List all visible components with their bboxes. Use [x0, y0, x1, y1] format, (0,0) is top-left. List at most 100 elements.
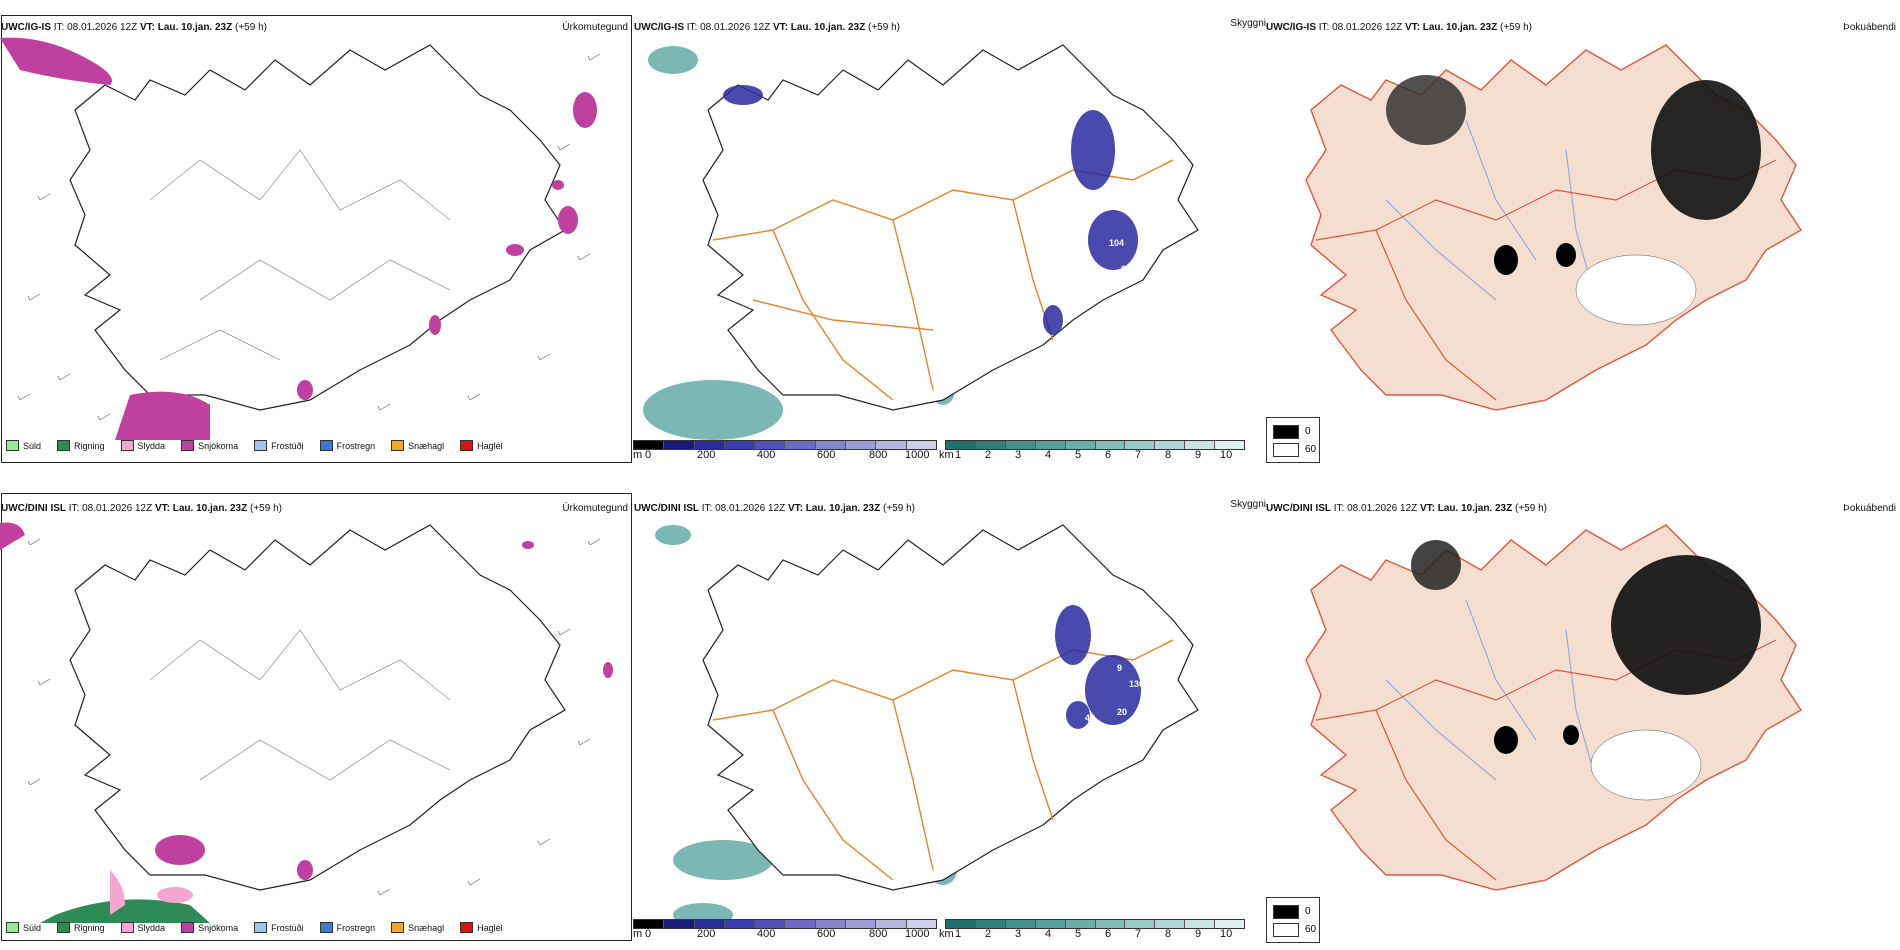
fog-legend: 0 60: [1266, 897, 1320, 943]
lead-time: (+59 h): [1500, 22, 1532, 33]
visibility-unit: km: [939, 928, 954, 940]
legend-label: Frostregn: [336, 922, 376, 933]
low-ceiling-areas: [1055, 605, 1141, 729]
ceiling-tick: 600: [817, 449, 836, 461]
legend-swatch: [254, 922, 268, 933]
panel-title: Skyggni: [1230, 18, 1266, 29]
ceiling-label: 69: [1063, 340, 1073, 350]
precip-areas: [0, 522, 613, 923]
model-name: UWC/DINI ISL: [634, 503, 699, 514]
it-label: IT:: [686, 22, 698, 33]
visibility-tick: 10: [1220, 928, 1233, 940]
wind-barbs: [27, 538, 601, 896]
fog-map: [1305, 524, 1802, 891]
legend-label: Frostúði: [271, 922, 304, 933]
fog-legend-label: 0: [1305, 426, 1311, 437]
precip-legend: Súld Rigning Slydda Snjókoma Frostúði Fr…: [6, 440, 519, 451]
panel-ig-fog-index: UWC/IG-IS IT: 08.01.2026 12Z VT: Lau. 10…: [1266, 0, 1900, 475]
visibility-tick: 7: [1135, 449, 1142, 461]
fog-legend-label: 60: [1305, 444, 1317, 455]
vt-value: Lau. 10.jan. 23Z: [790, 22, 866, 33]
ceiling-tick: 0: [645, 928, 652, 940]
lead-time: (+59 h): [883, 503, 915, 514]
legend-item: Snjókoma: [181, 440, 238, 451]
legend-label: Slydda: [137, 922, 166, 933]
visibility-tick: 1: [955, 449, 962, 461]
roads: [712, 639, 1174, 881]
legend-swatch: [57, 922, 71, 933]
panel-ig-visibility: 951 104 88 135 111 69 13 UWC/IG-IS IT: 0…: [633, 0, 1266, 475]
visibility-tick: 5: [1075, 449, 1082, 461]
legend-swatch: [319, 922, 333, 933]
ceiling-tick: 800: [869, 928, 888, 940]
legend-swatch: [254, 440, 268, 451]
it-label: IT:: [1318, 22, 1330, 33]
fog-map: [1305, 44, 1802, 411]
panel-title: Þokuábendi: [1843, 22, 1896, 33]
visibility-map: 951 104 88 135 111 69 13: [643, 44, 1199, 440]
legend-item: Slydda: [120, 922, 166, 933]
legend-label: Snæhagl: [408, 922, 445, 933]
legend-item: Snjókoma: [181, 922, 238, 933]
visibility-tick: 6: [1105, 928, 1112, 940]
legend-swatch: [391, 922, 405, 933]
panel-ig-precip-type: UWC/IG-IS IT: 08.01.2026 12Z VT: Lau. 10…: [0, 0, 633, 475]
visibility-tick: 8: [1165, 449, 1172, 461]
visibility-map: 20 9 130 49 20 12: [655, 524, 1199, 927]
ceiling-tick: 1000: [905, 449, 930, 461]
ceiling-value-labels: 951 104 88 135 111 69 13: [743, 54, 1131, 397]
visibility-unit: km: [939, 449, 954, 461]
it-label: IT:: [68, 503, 80, 514]
panel-title: Þokuábendi: [1843, 503, 1896, 514]
ceiling-tick: 0: [645, 449, 652, 461]
visibility-tick: 4: [1045, 928, 1052, 940]
lead-time: (+59 h): [235, 22, 267, 33]
vt-label: VT:: [139, 22, 155, 33]
ceiling-tick: 400: [757, 928, 776, 940]
ceiling-value-labels: 20 9 130 49 20 12: [938, 643, 1144, 875]
legend-label: Haglél: [477, 922, 503, 933]
ceiling-colorbar: [633, 440, 937, 450]
legend-item: Frostregn: [319, 922, 376, 933]
ceiling-unit: m: [633, 449, 643, 461]
legend-swatch: [6, 922, 19, 933]
panel-header: UWC/DINI ISL IT: 08.01.2026 12Z VT: Lau.…: [1, 503, 282, 514]
model-name: UWC/DINI ISL: [1, 503, 66, 514]
legend-swatch: [319, 440, 333, 451]
it-label: IT:: [1333, 503, 1345, 514]
ceiling-label: 20: [1117, 707, 1127, 717]
ceiling-tick: 200: [697, 449, 716, 461]
legend-swatch: [460, 440, 474, 451]
fog-legend-label: 0: [1305, 906, 1311, 917]
visibility-tick: 8: [1165, 928, 1172, 940]
visibility-tick: 5: [1075, 928, 1082, 940]
visibility-tick: 2: [985, 928, 992, 940]
legend-label: Haglél: [477, 440, 503, 451]
ceiling-label: 135: [1063, 297, 1078, 307]
visibility-tick: 3: [1015, 928, 1022, 940]
legend-label: Frostúði: [271, 440, 304, 451]
legend-item: Rigning: [57, 440, 105, 451]
ceiling-tick: 600: [817, 928, 836, 940]
legend-label: Rigning: [74, 922, 105, 933]
visibility-tick: 7: [1135, 928, 1142, 940]
panel-header: UWC/IG-IS IT: 08.01.2026 12Z VT: Lau. 10…: [634, 22, 900, 33]
legend-swatch: [120, 440, 134, 451]
visibility-tick: 2: [985, 449, 992, 461]
panel-header: UWC/DINI ISL IT: 08.01.2026 12Z VT: Lau.…: [1266, 503, 1547, 514]
low-ceiling-areas: [723, 85, 1138, 335]
fog-legend-swatch: [1273, 923, 1299, 937]
it-value: 08.01.2026 12Z: [700, 22, 771, 33]
vt-label: VT:: [787, 503, 803, 514]
snow-areas: [0, 37, 597, 440]
legend-swatch: [181, 440, 195, 451]
it-value: 08.01.2026 12Z: [82, 503, 153, 514]
vt-value: Lau. 10.jan. 23Z: [1422, 22, 1498, 33]
it-value: 08.01.2026 12Z: [1347, 503, 1418, 514]
legend-swatch: [120, 922, 134, 933]
visibility-colorbar: [945, 919, 1245, 929]
legend-item: Frostúði: [254, 922, 304, 933]
it-label: IT:: [701, 503, 713, 514]
ceiling-label: 49: [1085, 713, 1095, 723]
ceiling-label: 104: [1109, 238, 1124, 248]
